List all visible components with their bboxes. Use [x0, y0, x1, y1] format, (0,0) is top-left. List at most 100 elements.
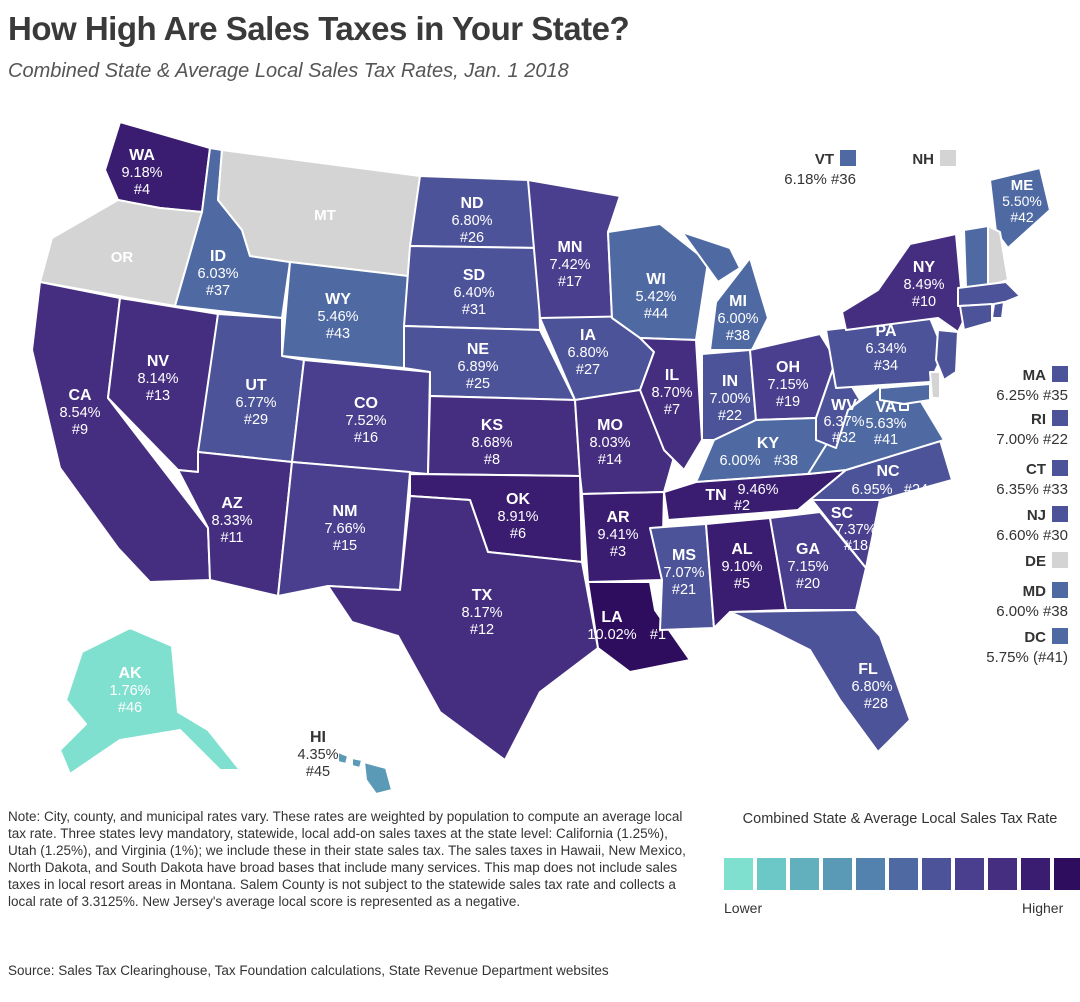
- callout-value: 7.00% #22: [996, 431, 1068, 448]
- state-DE[interactable]: [929, 371, 941, 399]
- legend-swatch-11: [1054, 858, 1080, 890]
- label-rank: #11: [220, 530, 243, 546]
- legend-color-scale: [724, 858, 1080, 890]
- label-AR: AR9.41%#3: [597, 509, 638, 560]
- label-rate: 9.18%: [121, 165, 162, 181]
- callout-DC: DC 5.75% (#41): [986, 628, 1068, 668]
- state-MI[interactable]: [681, 231, 769, 351]
- label-name: MS: [672, 547, 696, 564]
- label-IA: IA6.80%#27: [567, 327, 608, 378]
- state-MD[interactable]: [879, 383, 931, 405]
- label-rate: 8.68%: [471, 435, 512, 451]
- label-rank: #6: [510, 526, 526, 542]
- label-name: NM: [333, 503, 358, 520]
- state-VT[interactable]: [963, 225, 989, 289]
- label-rate: 8.17%: [461, 605, 502, 621]
- label-rank: #46: [118, 700, 142, 716]
- state-NJ[interactable]: [935, 329, 959, 381]
- label-rate: 7.15%: [767, 377, 808, 393]
- state-GA[interactable]: [769, 511, 867, 611]
- callout-swatch: [840, 150, 856, 166]
- label-NM: NM7.66%#15: [324, 503, 365, 554]
- label-HI: HI4.35%#45: [297, 729, 338, 780]
- state-HI[interactable]: [337, 751, 393, 795]
- callout-name: NH: [912, 151, 934, 168]
- label-name: ID: [210, 248, 226, 265]
- label-rate: 5.63%: [865, 416, 906, 432]
- label-name: TN: [705, 487, 726, 504]
- label-rank: #5: [734, 576, 750, 592]
- legend-swatch-4: [823, 858, 852, 890]
- callout-name: MD: [1022, 583, 1046, 600]
- label-rate: 9.46%: [737, 482, 778, 498]
- state-RI[interactable]: [991, 301, 1005, 319]
- label-rank: #25: [466, 376, 490, 392]
- callout-swatch: [1052, 552, 1068, 568]
- callout-value: 6.35% #33: [996, 481, 1068, 498]
- label-rank: #27: [576, 362, 600, 378]
- label-rank: #20: [796, 576, 820, 592]
- state-MS[interactable]: [649, 523, 715, 631]
- label-name: TX: [472, 587, 493, 604]
- legend-swatch-8: [955, 858, 984, 890]
- methodology-note: Note: City, county, and municipal rates …: [8, 809, 686, 909]
- label-rate: 7.42%: [549, 257, 590, 273]
- label-rank: #22: [718, 408, 742, 424]
- state-LA[interactable]: [587, 581, 691, 673]
- state-IL[interactable]: [639, 337, 703, 471]
- state-ME[interactable]: [989, 167, 1051, 249]
- callout-value: 6.25% #35: [996, 387, 1068, 404]
- label-NY: NY8.49%#10: [903, 259, 944, 310]
- callout-name: DC: [1024, 629, 1046, 646]
- label-AL: AL9.10%#5: [721, 541, 762, 592]
- state-AK[interactable]: [59, 627, 241, 775]
- legend-swatch-3: [790, 858, 819, 890]
- label-rank: #34: [874, 358, 898, 374]
- label-name: ME: [1011, 177, 1034, 194]
- label-name: AZ: [221, 495, 243, 512]
- label-rank: #13: [146, 388, 170, 404]
- callout-value: 5.75% (#41): [986, 649, 1068, 666]
- label-rate: 1.76%: [109, 683, 150, 699]
- us-sales-tax-map: WA9.18%#4 OR CA8.54%#9 ID6.03%#37 NV8.14…: [31, 121, 1051, 795]
- state-FL[interactable]: [729, 609, 911, 753]
- label-rate: 4.35%: [297, 747, 338, 763]
- label-TN: TN 9.46%#2: [705, 482, 778, 514]
- label-name: AR: [606, 509, 630, 526]
- legend-swatch-2: [757, 858, 786, 890]
- label-name: ND: [460, 195, 483, 212]
- label-rank: #2: [734, 498, 750, 514]
- label-MS: MS7.07%#21: [663, 547, 704, 598]
- label-FL: FL6.80%#28: [851, 661, 892, 712]
- label-SD: SD6.40%#31: [453, 267, 494, 318]
- state-TX[interactable]: [327, 495, 599, 761]
- label-SC: SC7.37%#18: [831, 505, 877, 554]
- label-rate: 5.42%: [635, 289, 676, 305]
- label-name: AK: [118, 665, 142, 682]
- state-NH[interactable]: [987, 225, 1009, 287]
- callout-value: 6.60% #30: [996, 527, 1068, 544]
- state-DC[interactable]: [899, 403, 909, 411]
- callout-swatch: [1052, 506, 1068, 522]
- label-rank: #32: [832, 430, 856, 446]
- label-rank: #29: [244, 412, 268, 428]
- callout-RI: RI 7.00% #22: [996, 410, 1068, 450]
- label-rank: #17: [558, 274, 582, 290]
- label-MN: MN7.42%#17: [549, 239, 590, 290]
- label-name: AL: [731, 541, 753, 558]
- state-MA[interactable]: [957, 281, 1021, 307]
- label-PA: PA6.34%#34: [865, 323, 906, 374]
- label-rate: 6.00%: [719, 453, 760, 469]
- state-CT[interactable]: [959, 303, 993, 331]
- label-name: HI: [310, 729, 326, 746]
- label-name: OK: [506, 491, 530, 508]
- chart-title: How High Are Sales Taxes in Your State?: [8, 10, 630, 47]
- label-UT: UT6.77%#29: [235, 377, 276, 428]
- label-WA: WA9.18%#4: [121, 147, 162, 198]
- label-rank: #26: [460, 230, 484, 246]
- label-name: CA: [68, 387, 92, 404]
- label-NC: NC 6.95% #24: [851, 463, 928, 498]
- label-rate: 9.41%: [597, 527, 638, 543]
- label-name: WA: [129, 147, 155, 164]
- label-rate: 6.80%: [567, 345, 608, 361]
